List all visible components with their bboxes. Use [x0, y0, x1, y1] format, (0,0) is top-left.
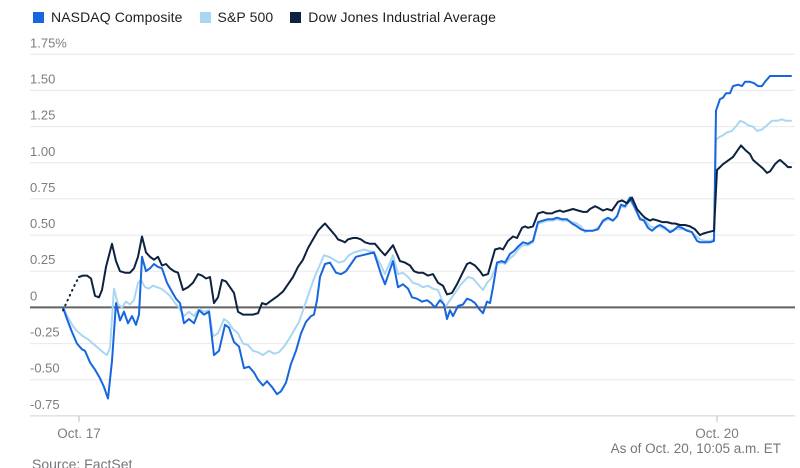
- x-axis-label: Oct. 20: [695, 426, 739, 441]
- y-axis-label: 0.25: [30, 252, 55, 267]
- legend-label: NASDAQ Composite: [51, 9, 183, 25]
- as-of-timestamp: As of Oct. 20, 10:05 a.m. ET: [610, 441, 781, 456]
- x-axis-label: Oct. 17: [57, 426, 101, 441]
- legend-label: Dow Jones Industrial Average: [308, 9, 497, 25]
- y-axis-label: -0.25: [30, 325, 60, 340]
- source-attribution: Source: FactSet: [32, 456, 133, 468]
- y-axis-label: 0: [30, 288, 37, 303]
- y-axis-label: 1.75%: [30, 35, 67, 50]
- series-line-dow-jones-industrial-average-premarket-dotted: [62, 276, 80, 312]
- legend-item-2: Dow Jones Industrial Average: [290, 9, 496, 25]
- y-axis-label: -0.50: [30, 361, 60, 376]
- legend-swatch-icon: [290, 11, 302, 23]
- series-line-nasdaq-composite: [62, 75, 792, 400]
- legend-swatch-icon: [199, 11, 211, 23]
- y-axis-label: -0.75: [30, 397, 60, 412]
- chart-legend: NASDAQ Composite S&P 500 Dow Jones Industr…: [33, 6, 496, 28]
- y-axis-label: 1.00: [30, 144, 55, 159]
- legend-label: S&P 500: [217, 9, 274, 25]
- legend-swatch-icon: [33, 11, 44, 23]
- legend-item-0: NASDAQ Composite: [33, 9, 183, 25]
- series-line-s-p-500: [62, 118, 792, 357]
- y-axis-label: 1.50: [30, 71, 55, 86]
- y-axis-label: 1.25: [30, 108, 55, 123]
- legend-item-1: S&P 500: [199, 9, 274, 25]
- y-axis-label: 0.50: [30, 216, 55, 231]
- series-line-dow-jones-industrial-average: [78, 144, 792, 316]
- y-axis-label: 0.75: [30, 180, 55, 195]
